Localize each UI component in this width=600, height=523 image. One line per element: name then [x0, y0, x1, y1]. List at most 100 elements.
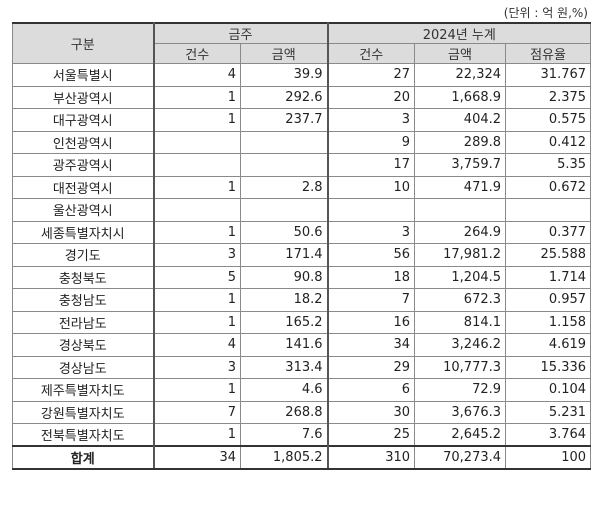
- table-row: 서울특별시 4 39.9 27 22,324 31.767: [12, 63, 592, 87]
- cum-amount-cell: 404.2: [414, 108, 507, 132]
- region-cell: 경기도: [12, 243, 154, 267]
- week-count-cell: 1: [152, 423, 241, 447]
- table-row: 대전광역시 1 2.8 10 471.9 0.672: [12, 175, 592, 199]
- table-row: 세종특별자치시 1 50.6 3 264.9 0.377: [12, 220, 592, 244]
- cum-count-cell: 25: [326, 423, 416, 447]
- share-cell: 2.375: [505, 85, 592, 109]
- share-cell: 0.412: [505, 130, 592, 154]
- table-row: 경상북도 4 141.6 34 3,246.2 4.619: [12, 333, 592, 357]
- total-row: 합계 34 1,805.2 310 70,273.4 100: [12, 445, 592, 470]
- week-count-cell: 1: [152, 378, 241, 402]
- table-row: 충청북도 5 90.8 18 1,204.5 1.714: [12, 265, 592, 289]
- region-cell: 합계: [12, 445, 154, 470]
- region-cell: 세종특별자치시: [12, 220, 154, 244]
- table-row: 제주특별자치도 1 4.6 6 72.9 0.104: [12, 378, 592, 402]
- header-cum-count: 건수: [326, 43, 416, 64]
- table-row: 전북특별자치도 1 7.6 25 2,645.2 3.764: [12, 423, 592, 447]
- week-count-cell: [152, 198, 241, 222]
- cum-count-cell: 7: [326, 288, 416, 312]
- week-amount-cell: 1,805.2: [239, 445, 329, 470]
- cum-amount-cell: 672.3: [414, 288, 507, 312]
- region-cell: 충청남도: [12, 288, 154, 312]
- week-amount-cell: 4.6: [239, 378, 329, 402]
- unit-note: (단위 : 억 원,%): [503, 6, 588, 20]
- table-row: 부산광역시 1 292.6 20 1,668.9 2.375: [12, 85, 592, 109]
- cum-count-cell: 6: [326, 378, 416, 402]
- cum-count-cell: 3: [326, 220, 416, 244]
- week-amount-cell: 268.8: [239, 400, 329, 424]
- share-cell: 4.619: [505, 333, 592, 357]
- header-this-week: 금주: [152, 22, 329, 44]
- cum-amount-cell: 1,668.9: [414, 85, 507, 109]
- week-amount-cell: [239, 198, 329, 222]
- cum-count-cell: 30: [326, 400, 416, 424]
- region-cell: 울산광역시: [12, 198, 154, 222]
- week-amount-cell: 171.4: [239, 243, 329, 267]
- share-cell: 0.957: [505, 288, 592, 312]
- cum-amount-cell: 70,273.4: [414, 445, 507, 470]
- week-count-cell: 1: [152, 175, 241, 199]
- share-cell: 100: [505, 445, 592, 470]
- week-count-cell: 5: [152, 265, 241, 289]
- region-cell: 서울특별시: [12, 63, 154, 87]
- share-cell: 1.714: [505, 265, 592, 289]
- header-week-amount: 금액: [239, 43, 329, 64]
- share-cell: 0.575: [505, 108, 592, 132]
- cum-amount-cell: 1,204.5: [414, 265, 507, 289]
- week-amount-cell: 2.8: [239, 175, 329, 199]
- week-count-cell: 3: [152, 243, 241, 267]
- week-count-cell: 1: [152, 85, 241, 109]
- week-count-cell: 7: [152, 400, 241, 424]
- table-header: 구분 금주 2024년 누계 건수 금액 건수 금액 점유율: [12, 22, 592, 64]
- cum-count-cell: 3: [326, 108, 416, 132]
- header-week-count: 건수: [152, 43, 241, 64]
- region-cell: 경상북도: [12, 333, 154, 357]
- region-cell: 대구광역시: [12, 108, 154, 132]
- table-row: 울산광역시: [12, 198, 592, 222]
- week-count-cell: [152, 130, 241, 154]
- region-cell: 강원특별자치도: [12, 400, 154, 424]
- region-cell: 인천광역시: [12, 130, 154, 154]
- cum-count-cell: [326, 198, 416, 222]
- region-stats-table: 구분 금주 2024년 누계 건수 금액 건수 금액 점유율 서울특별시 4 39.…: [12, 22, 592, 470]
- region-cell: 대전광역시: [12, 175, 154, 199]
- week-amount-cell: [239, 153, 329, 177]
- table-row: 광주광역시 17 3,759.7 5.35: [12, 153, 592, 177]
- share-cell: 5.231: [505, 400, 592, 424]
- region-cell: 전라남도: [12, 310, 154, 334]
- region-cell: 제주특별자치도: [12, 378, 154, 402]
- cum-count-cell: 29: [326, 355, 416, 379]
- share-cell: 0.377: [505, 220, 592, 244]
- cum-count-cell: 18: [326, 265, 416, 289]
- header-category: 구분: [12, 22, 154, 64]
- share-cell: 5.35: [505, 153, 592, 177]
- week-amount-cell: 165.2: [239, 310, 329, 334]
- region-cell: 부산광역시: [12, 85, 154, 109]
- share-cell: 31.767: [505, 63, 592, 87]
- share-cell: 25.588: [505, 243, 592, 267]
- cum-count-cell: 34: [326, 333, 416, 357]
- week-count-cell: 4: [152, 63, 241, 87]
- cum-count-cell: 10: [326, 175, 416, 199]
- table-row: 대구광역시 1 237.7 3 404.2 0.575: [12, 108, 592, 132]
- week-count-cell: 1: [152, 220, 241, 244]
- cum-amount-cell: 2,645.2: [414, 423, 507, 447]
- cum-amount-cell: 3,676.3: [414, 400, 507, 424]
- cum-count-cell: 9: [326, 130, 416, 154]
- week-count-cell: 1: [152, 310, 241, 334]
- cum-amount-cell: 22,324: [414, 63, 507, 87]
- table-row: 전라남도 1 165.2 16 814.1 1.158: [12, 310, 592, 334]
- table-row: 경기도 3 171.4 56 17,981.2 25.588: [12, 243, 592, 267]
- region-cell: 경상남도: [12, 355, 154, 379]
- week-amount-cell: 313.4: [239, 355, 329, 379]
- cum-count-cell: 27: [326, 63, 416, 87]
- cum-amount-cell: 72.9: [414, 378, 507, 402]
- week-count-cell: 1: [152, 108, 241, 132]
- cum-amount-cell: 17,981.2: [414, 243, 507, 267]
- share-cell: 0.672: [505, 175, 592, 199]
- table-row: 강원특별자치도 7 268.8 30 3,676.3 5.231: [12, 400, 592, 424]
- cum-count-cell: 17: [326, 153, 416, 177]
- week-count-cell: 4: [152, 333, 241, 357]
- cum-count-cell: 56: [326, 243, 416, 267]
- week-amount-cell: 90.8: [239, 265, 329, 289]
